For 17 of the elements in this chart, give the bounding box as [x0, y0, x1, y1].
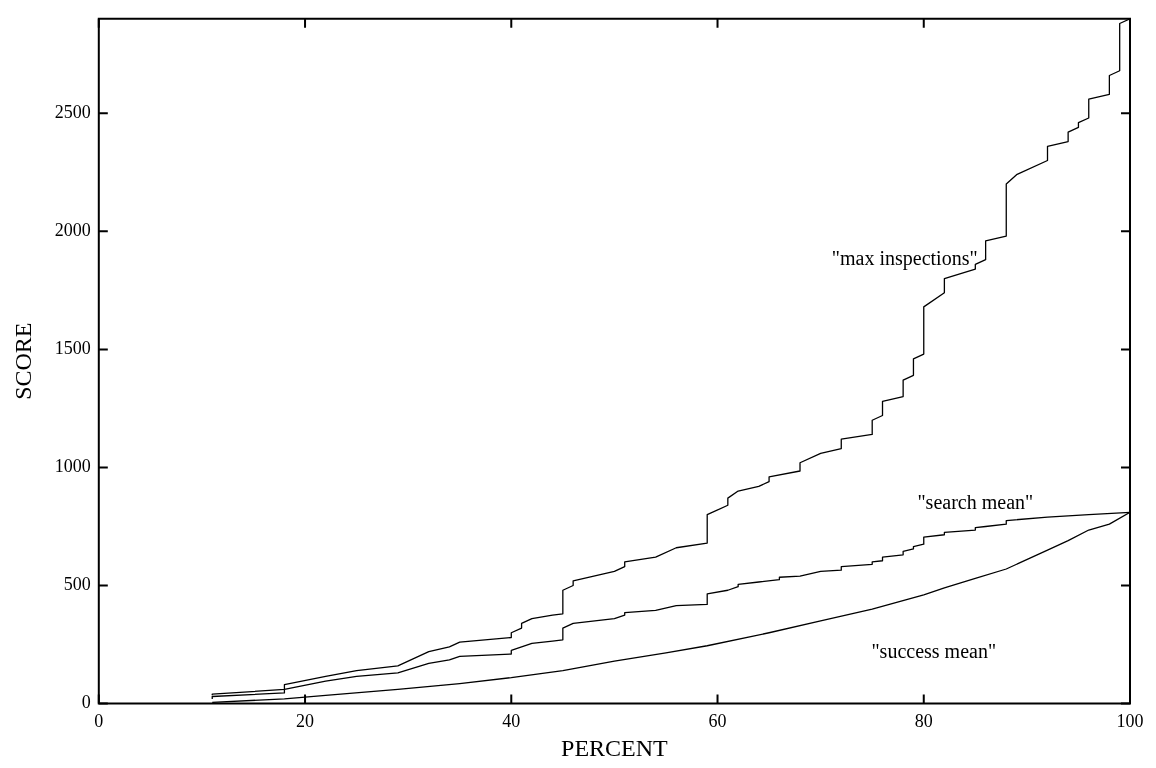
x-axis-title: PERCENT: [561, 734, 669, 761]
x-tick-label: 80: [914, 711, 933, 732]
x-tick-label: 60: [708, 711, 727, 732]
y-tick-label: 1500: [54, 338, 91, 359]
series-label: "max inspections": [831, 246, 978, 270]
x-tick-label: 100: [1116, 711, 1144, 732]
y-tick-label: 0: [81, 692, 91, 713]
y-tick-label: 1000: [54, 456, 91, 477]
x-tick-label: 20: [296, 711, 315, 732]
series-label: "search mean": [917, 491, 1034, 514]
y-tick-label: 2000: [54, 220, 91, 241]
y-tick-label: 2500: [54, 101, 91, 122]
x-tick-label: 0: [94, 711, 104, 732]
x-tick-label: 40: [502, 711, 521, 732]
y-axis-title: SCORE: [9, 322, 36, 400]
series-label: "success mean": [871, 640, 997, 663]
y-tick-label: 500: [63, 574, 91, 595]
